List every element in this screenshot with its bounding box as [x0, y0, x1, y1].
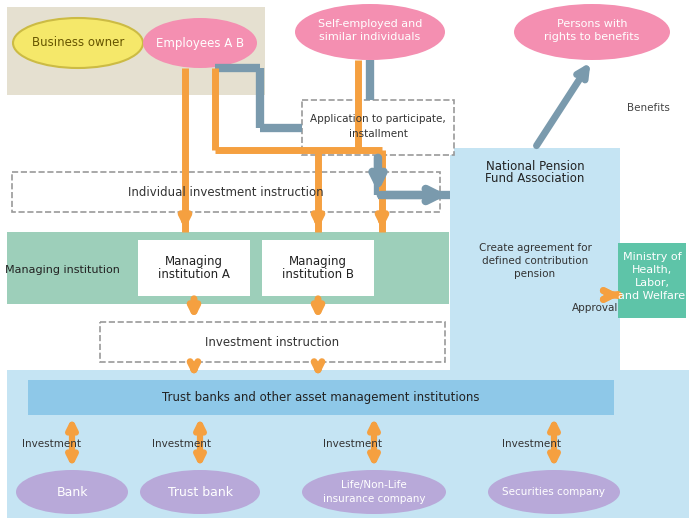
Text: pension: pension [515, 269, 555, 279]
Ellipse shape [514, 4, 670, 60]
Text: Managing: Managing [289, 255, 347, 267]
Bar [100, 322, 445, 362]
Text: Self-employed and: Self-employed and [318, 19, 422, 29]
Bar [138, 240, 250, 296]
Ellipse shape [295, 4, 445, 60]
Bar [450, 326, 620, 370]
Ellipse shape [488, 470, 620, 514]
Text: Health,: Health, [632, 265, 672, 275]
Ellipse shape [140, 470, 260, 514]
Bar [450, 148, 620, 326]
Bar [28, 380, 614, 415]
Ellipse shape [143, 18, 257, 68]
Text: Labor,: Labor, [635, 278, 669, 288]
Text: Trust banks and other asset management institutions: Trust banks and other asset management i… [162, 392, 480, 405]
Text: Investment: Investment [502, 439, 561, 449]
Text: Investment instruction: Investment instruction [206, 336, 339, 349]
Text: institution A: institution A [158, 268, 230, 281]
Text: insurance company: insurance company [323, 494, 425, 504]
Text: Employees A B: Employees A B [156, 37, 244, 50]
Ellipse shape [302, 470, 446, 514]
Text: institution B: institution B [282, 268, 354, 281]
Text: Bank: Bank [57, 485, 88, 499]
Text: similar individuals: similar individuals [319, 32, 421, 42]
Bar [302, 100, 454, 155]
Text: Trust bank: Trust bank [168, 485, 233, 499]
Text: Ministry of: Ministry of [622, 252, 681, 262]
Text: and Welfare: and Welfare [618, 291, 686, 301]
Text: Persons with: Persons with [557, 19, 627, 29]
Text: Investment: Investment [22, 439, 81, 449]
Text: rights to benefits: rights to benefits [544, 32, 640, 42]
Ellipse shape [13, 18, 143, 68]
Text: National Pension: National Pension [486, 160, 584, 172]
Text: Investment: Investment [152, 439, 211, 449]
Text: Approval: Approval [572, 303, 618, 313]
Bar [618, 243, 686, 318]
Text: Benefits: Benefits [627, 103, 670, 113]
Bar [12, 172, 440, 212]
Text: Investment: Investment [323, 439, 382, 449]
Text: Business owner: Business owner [32, 37, 124, 50]
Text: Managing institution: Managing institution [5, 265, 119, 275]
Text: Individual investment instruction: Individual investment instruction [128, 185, 324, 198]
Text: Create agreement for: Create agreement for [479, 243, 591, 253]
Bar [7, 370, 689, 518]
Text: Application to participate,: Application to participate, [310, 114, 446, 124]
Bar [7, 232, 449, 304]
Text: defined contribution: defined contribution [482, 256, 588, 266]
Text: Life/Non-Life: Life/Non-Life [341, 480, 407, 490]
Text: Securities company: Securities company [502, 487, 606, 497]
Text: Managing: Managing [165, 255, 223, 267]
Text: Fund Association: Fund Association [485, 172, 584, 185]
Bar [262, 240, 374, 296]
Text: installment: installment [348, 129, 407, 139]
Ellipse shape [16, 470, 128, 514]
Bar [7, 7, 265, 95]
